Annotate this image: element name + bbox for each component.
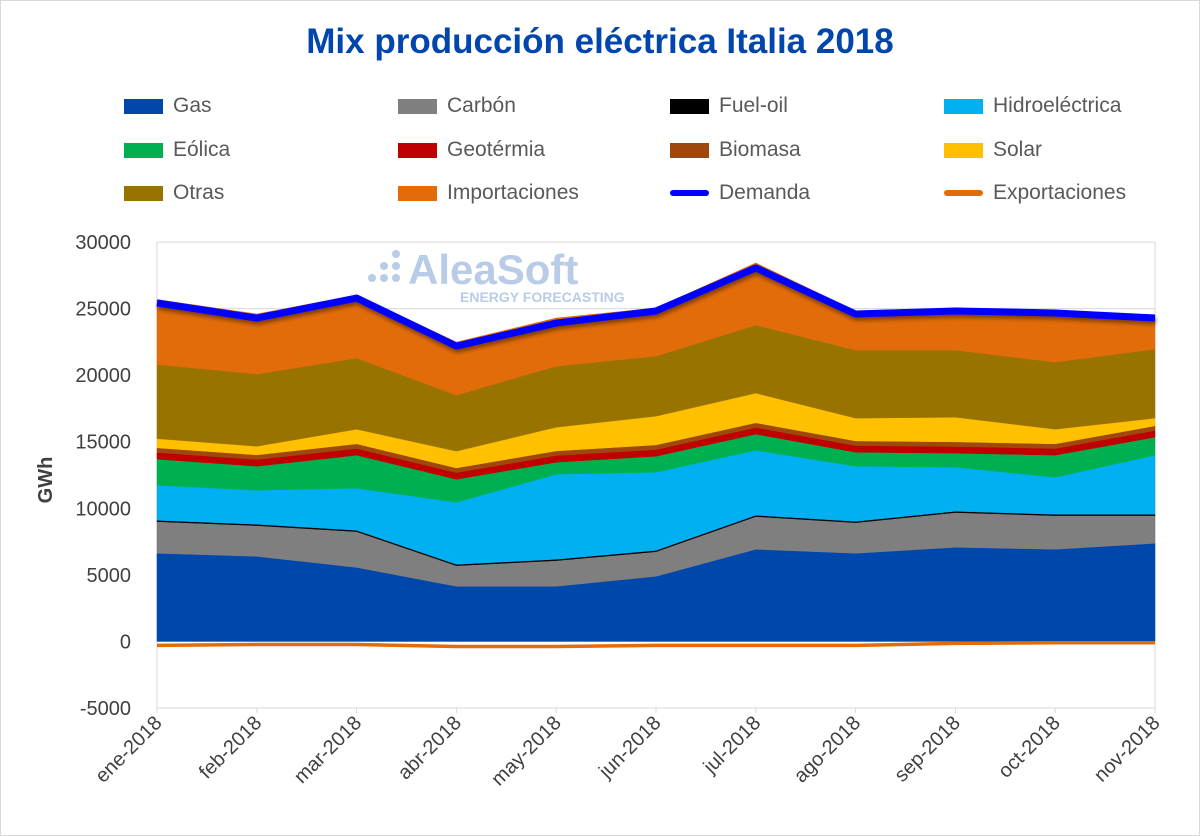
legend-label: Eólica bbox=[173, 138, 231, 161]
y-tick-label: 25000 bbox=[75, 299, 131, 321]
legend-label: Demanda bbox=[719, 181, 811, 204]
x-tick-label: ago-2018 bbox=[790, 712, 865, 787]
x-tick-label: jul-2018 bbox=[699, 712, 766, 779]
y-tick-label: 0 bbox=[120, 631, 131, 653]
legend-item-otras: Otras bbox=[124, 181, 224, 205]
watermark-logo: AleaSoft ENERGY FORECASTING bbox=[368, 246, 625, 305]
legend-label: Gas bbox=[173, 94, 212, 117]
y-tick-label: 15000 bbox=[75, 432, 131, 454]
legend-item-exportaciones: Exportaciones bbox=[944, 181, 1126, 205]
legend-label: Importaciones bbox=[447, 181, 579, 204]
legend-swatch bbox=[944, 142, 983, 158]
legend-item-biomasa: Biomasa bbox=[670, 138, 801, 162]
legend-swatch bbox=[944, 190, 983, 196]
legend-label: Geotérmia bbox=[447, 138, 546, 161]
legend-swatch bbox=[670, 142, 709, 158]
legend-item-solar: Solar bbox=[944, 138, 1042, 162]
legend-item-carbon: Carbón bbox=[398, 94, 516, 118]
legend-label: Carbón bbox=[447, 94, 516, 117]
legend-swatch bbox=[670, 98, 709, 114]
legend-swatch bbox=[124, 142, 163, 158]
y-tick-label: 10000 bbox=[75, 498, 131, 520]
legend-item-geotermia: Geotérmia bbox=[398, 138, 545, 162]
legend-swatch bbox=[944, 98, 983, 114]
line-exportaciones bbox=[156, 641, 1155, 649]
y-tick-label: 30000 bbox=[75, 232, 131, 254]
legend-label: Solar bbox=[993, 138, 1043, 161]
legend-item-gas: Gas bbox=[124, 94, 212, 118]
legend-swatch bbox=[124, 185, 163, 201]
legend-swatch bbox=[398, 185, 437, 201]
legend-item-demanda: Demanda bbox=[670, 181, 810, 205]
legend-item-fuel-oil: Fuel-oil bbox=[670, 94, 788, 118]
watermark-tagline: ENERGY FORECASTING bbox=[460, 289, 625, 305]
x-tick-label: abr-2018 bbox=[394, 712, 466, 784]
x-tick-label: nov-2018 bbox=[1090, 712, 1165, 787]
legend-label: Biomasa bbox=[719, 138, 801, 161]
legend-item-importaciones: Importaciones bbox=[398, 181, 579, 205]
legend-label: Exportaciones bbox=[993, 181, 1127, 204]
y-tick-label: -5000 bbox=[80, 698, 131, 720]
legend-swatch bbox=[670, 190, 709, 196]
x-tick-label: oct-2018 bbox=[994, 712, 1065, 783]
x-tick-label: ene-2018 bbox=[91, 712, 166, 787]
legend-label: Fuel-oil bbox=[719, 94, 788, 117]
x-tick-label: jun-2018 bbox=[594, 712, 665, 783]
y-tick-label: 5000 bbox=[87, 565, 132, 587]
legend-swatch bbox=[398, 142, 437, 158]
chart-title: Mix producción eléctrica Italia 2018 bbox=[306, 22, 894, 61]
x-tick-label: sep-2018 bbox=[890, 712, 965, 787]
line-demanda bbox=[156, 264, 1156, 350]
x-tick-label: feb-2018 bbox=[195, 712, 266, 783]
legend-label: Otras bbox=[173, 181, 225, 204]
legend-swatch bbox=[398, 98, 437, 114]
watermark-brand: AleaSoft bbox=[408, 246, 578, 293]
y-axis-label: GWh bbox=[35, 457, 57, 504]
legend-swatch bbox=[124, 98, 163, 114]
y-tick-label: 20000 bbox=[75, 365, 131, 387]
x-tick-label: may-2018 bbox=[487, 712, 565, 790]
legend-item-hidroelectrica: Hidroeléctrica bbox=[944, 94, 1121, 118]
legend-label: Hidroeléctrica bbox=[993, 94, 1122, 117]
area-importaciones bbox=[156, 262, 1156, 396]
x-tick-label: mar-2018 bbox=[290, 712, 366, 788]
legend-item-eolica: Eólica bbox=[124, 138, 230, 162]
